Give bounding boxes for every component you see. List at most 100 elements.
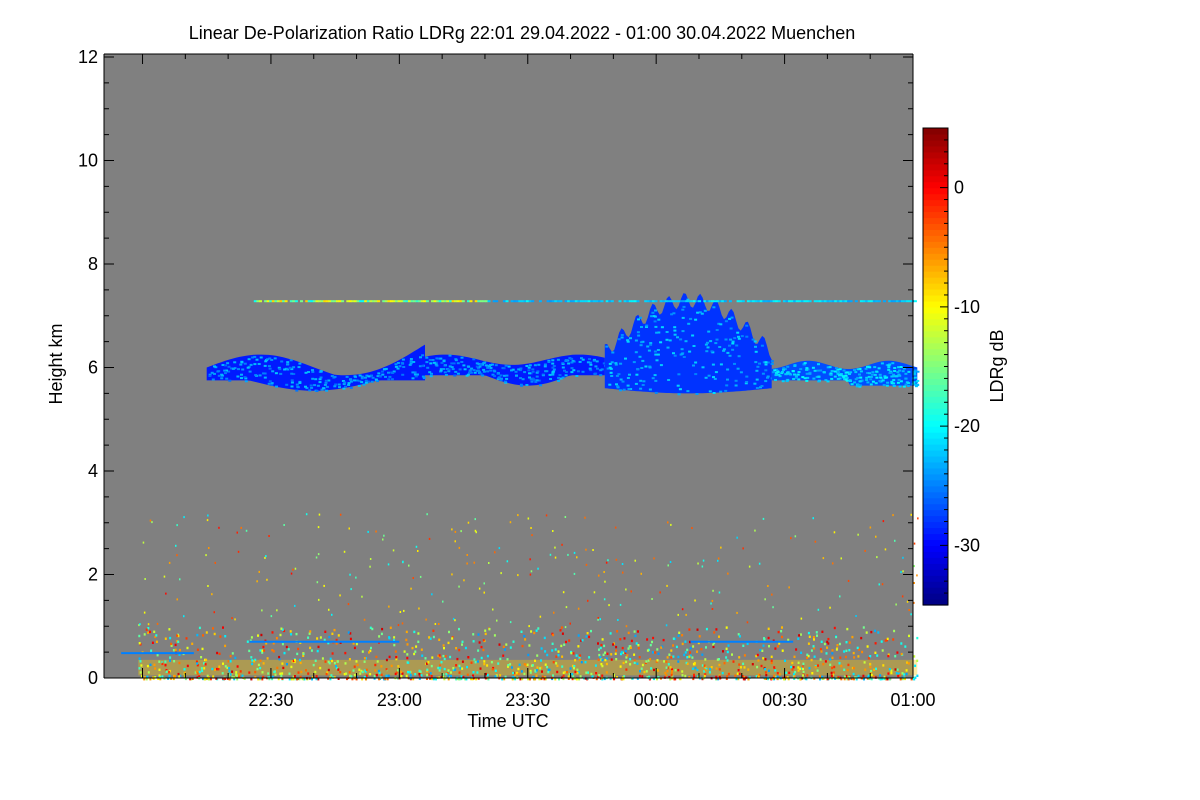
sparse-cell xyxy=(500,572,502,575)
aerosol-cell xyxy=(674,637,677,641)
aerosol-cell xyxy=(406,656,409,660)
aerosol-cell xyxy=(479,667,482,670)
cloud-cell xyxy=(797,371,801,373)
cloud-cell xyxy=(707,330,711,333)
aerosol-cell xyxy=(376,660,379,663)
aerosol-cell xyxy=(563,643,566,646)
sparse-cell xyxy=(711,608,714,610)
cloud-cell xyxy=(311,369,314,372)
cloud-cell xyxy=(305,387,309,390)
aerosol-cell xyxy=(204,677,207,680)
cloud-cell xyxy=(267,382,271,385)
thin-layer-cell xyxy=(834,300,838,303)
aerosol-cell xyxy=(161,661,164,664)
aerosol-cell xyxy=(869,655,872,658)
cloud-cell xyxy=(378,375,382,378)
aerosol-cell xyxy=(355,678,358,681)
thin-layer-cell xyxy=(300,300,303,303)
aerosol-cell xyxy=(831,666,834,670)
aerosol-cell xyxy=(222,626,224,629)
aerosol-cell xyxy=(329,677,332,681)
cloud-cell xyxy=(654,325,658,328)
aerosol-cell xyxy=(517,672,520,676)
aerosol-cell xyxy=(514,674,517,677)
thin-layer-cell xyxy=(690,300,694,303)
cloud-cell xyxy=(659,364,663,367)
sparse-cell xyxy=(417,550,419,552)
cloud-cell xyxy=(797,378,801,381)
cloud-cell xyxy=(893,370,897,372)
aerosol-cell xyxy=(870,671,873,674)
sparse-cell xyxy=(339,513,342,516)
aerosol-cell xyxy=(630,639,633,643)
aerosol-cell xyxy=(257,663,260,667)
aerosol-cell xyxy=(665,666,668,669)
cloud-cell xyxy=(497,377,501,380)
aerosol-cell xyxy=(651,651,654,654)
aerosol-cell xyxy=(793,672,795,676)
cloud-cell xyxy=(641,359,645,362)
sparse-cell xyxy=(403,609,405,612)
aerosol-cell xyxy=(387,674,390,677)
cloud-cell xyxy=(529,378,533,381)
aerosol-cell xyxy=(331,659,333,663)
aerosol-cell xyxy=(808,635,811,638)
sparse-cell xyxy=(840,557,842,560)
aerosol-cell xyxy=(281,677,284,680)
aerosol-cell xyxy=(451,637,454,640)
cloud-cell xyxy=(543,363,547,366)
sparse-cell xyxy=(878,583,880,586)
y-tick-label: 12 xyxy=(78,47,98,67)
aerosol-cell xyxy=(447,678,450,681)
cloud-cell xyxy=(694,373,698,376)
colorbar-segment xyxy=(923,360,948,368)
aerosol-cell xyxy=(641,663,644,667)
colorbar-segment xyxy=(923,205,948,213)
cloud-cell xyxy=(710,350,714,353)
cloud-cell xyxy=(781,380,785,383)
sparse-cell xyxy=(794,535,797,538)
colorbar-segment xyxy=(923,157,948,165)
cloud-cell xyxy=(517,368,521,371)
thin-layer-cell xyxy=(351,300,355,303)
cloud-cell xyxy=(866,365,869,368)
aerosol-cell xyxy=(603,644,606,648)
cloud-cell xyxy=(640,367,644,369)
sparse-cell xyxy=(361,595,363,598)
sparse-cell xyxy=(474,529,477,532)
colorbar-segment xyxy=(923,396,948,403)
aerosol-cell xyxy=(352,642,355,645)
aerosol-cell xyxy=(731,653,733,656)
thin-layer-cell xyxy=(703,300,707,303)
cloud-cell xyxy=(216,370,220,373)
aerosol-cell xyxy=(439,666,442,669)
aerosol-cell xyxy=(764,677,767,680)
sparse-cell xyxy=(425,618,427,621)
cloud-cell xyxy=(551,359,555,362)
colorbar-segment xyxy=(923,139,948,147)
aerosol-cell xyxy=(787,638,790,642)
cloud-cell xyxy=(856,376,860,379)
cloud-cell xyxy=(745,381,749,383)
aerosol-cell xyxy=(738,656,741,659)
cloud-cell xyxy=(844,376,848,379)
aerosol-cell xyxy=(681,642,684,646)
sparse-cell xyxy=(902,556,904,559)
cloud-cell xyxy=(680,353,684,355)
aerosol-cell xyxy=(418,677,421,680)
cloud-cell xyxy=(639,387,643,390)
cloud-cell xyxy=(493,375,497,378)
aerosol-cell xyxy=(825,652,828,655)
aerosol-cell xyxy=(573,667,575,670)
aerosol-cell xyxy=(213,632,216,636)
aerosol-cell xyxy=(794,671,797,674)
cloud-cell xyxy=(492,369,496,372)
thin-layer-cell xyxy=(824,300,827,303)
sparse-cell xyxy=(149,519,152,522)
aerosol-cell xyxy=(259,666,262,670)
sparse-cell xyxy=(347,603,350,606)
aerosol-cell xyxy=(521,644,524,648)
cloud-cell xyxy=(608,362,612,365)
cloud-cell xyxy=(308,389,312,392)
cloud-cell xyxy=(520,384,524,387)
